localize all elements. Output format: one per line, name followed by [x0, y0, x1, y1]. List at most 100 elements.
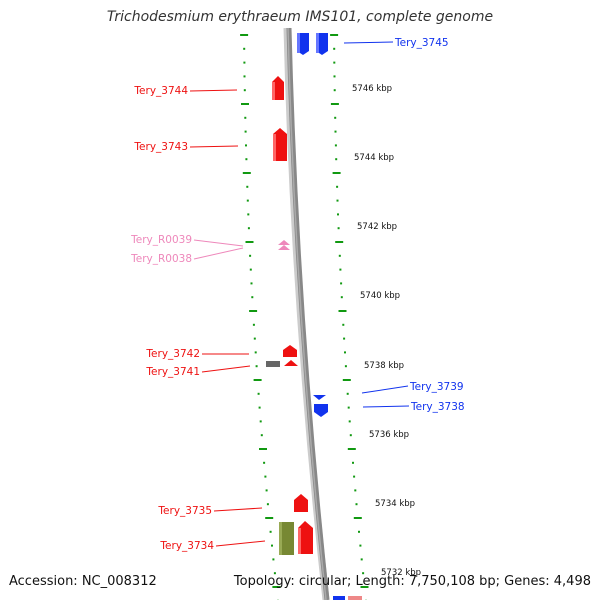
minor-tick — [333, 89, 336, 92]
minor-tick — [251, 296, 254, 299]
outer-tick-ring — [330, 34, 369, 600]
minor-tick — [253, 337, 256, 340]
minor-tick — [249, 254, 252, 257]
minor-tick — [247, 213, 250, 216]
minor-tick — [354, 489, 357, 492]
tick-label-5746: 5746 kbp — [352, 84, 392, 94]
major-tick — [241, 103, 249, 105]
minor-tick — [359, 544, 362, 547]
tick-label-5742: 5742 kbp — [357, 222, 397, 232]
major-tick — [242, 172, 251, 174]
map-title: Trichodesmium erythraeum IMS101, complet… — [106, 9, 494, 25]
tick-label-5732: 5732 kbp — [381, 568, 421, 578]
gene-label-tery-3744[interactable]: Tery_3744 — [133, 85, 188, 97]
minor-tick — [342, 323, 345, 326]
minor-tick — [249, 268, 252, 271]
major-tick — [265, 517, 274, 519]
minor-tick — [260, 434, 263, 437]
gene-feature-tery-3744[interactable] — [272, 76, 284, 100]
gene-label-tery-3734[interactable]: Tery_3734 — [159, 540, 214, 552]
minor-tick — [252, 323, 255, 326]
major-tick — [249, 310, 258, 312]
major-tick — [259, 448, 267, 450]
minor-tick — [347, 406, 350, 409]
minor-tick — [344, 351, 346, 354]
gene-label-tery-3741[interactable]: Tery_3741 — [145, 366, 200, 378]
major-tick — [360, 586, 369, 588]
minor-tick — [338, 254, 341, 257]
minor-tick — [337, 213, 339, 216]
gene-feature-tery-r0039[interactable] — [278, 240, 290, 245]
minor-tick — [243, 61, 246, 64]
gene-label-tery-3745[interactable]: Tery_3745 — [394, 37, 449, 49]
minor-tick — [355, 503, 358, 506]
minor-tick — [243, 47, 246, 50]
minor-tick — [352, 461, 354, 464]
minor-tick — [340, 296, 343, 299]
minor-tick — [247, 227, 250, 230]
major-tick — [240, 34, 249, 36]
backbone-highlight — [287, 27, 327, 600]
minor-tick — [333, 47, 336, 50]
minor-tick — [244, 116, 247, 119]
gene-label-tery-3742[interactable]: Tery_3742 — [145, 348, 200, 360]
minor-tick — [334, 130, 337, 133]
major-tick — [253, 379, 262, 381]
gene-feature-tery-3743[interactable] — [273, 128, 287, 161]
gene-label-tery-3735[interactable]: Tery_3735 — [157, 505, 212, 517]
minor-tick — [243, 75, 246, 78]
tick-label-5740: 5740 kbp — [360, 291, 400, 301]
minor-tick — [353, 475, 356, 478]
minor-tick — [245, 158, 248, 161]
minor-tick — [358, 530, 360, 533]
minor-tick — [335, 158, 338, 161]
minor-tick — [263, 461, 266, 464]
minor-tick — [344, 365, 347, 368]
major-tick — [353, 517, 362, 519]
minor-tick — [336, 199, 339, 202]
minor-tick — [337, 227, 340, 230]
minor-tick — [255, 365, 258, 368]
minor-tick — [243, 89, 246, 92]
minor-tick — [360, 558, 363, 561]
tick-label-5736: 5736 kbp — [369, 430, 409, 440]
major-tick — [335, 241, 344, 243]
minor-tick — [258, 406, 261, 409]
tick-label-5738: 5738 kbp — [364, 361, 404, 371]
minor-tick — [250, 282, 253, 285]
genome-summary-text: Topology: circular; Length: 7,750,108 bp… — [233, 574, 591, 589]
gene-feature-tery-3738[interactable] — [314, 404, 328, 417]
gene-label-tery-r0038[interactable]: Tery_R0038 — [130, 253, 192, 265]
gene-label-tery-3738[interactable]: Tery_3738 — [410, 401, 465, 413]
gene-feature-tery-3742[interactable] — [283, 345, 297, 357]
label-leaders — [189, 41, 410, 547]
inner-tick-ring — [240, 34, 281, 600]
minor-tick — [245, 144, 247, 147]
gene-label-tery-r0039[interactable]: Tery_R0039 — [130, 234, 192, 246]
gene-label-tery-3739[interactable]: Tery_3739 — [409, 381, 464, 393]
gene-feature-tery-3741[interactable] — [266, 360, 298, 367]
gene-feature-tery-r0038[interactable] — [278, 245, 290, 250]
major-tick — [330, 103, 339, 105]
major-tick — [347, 448, 356, 450]
tick-label-5734: 5734 kbp — [375, 499, 415, 509]
gene-feature-tery-3735[interactable] — [294, 494, 308, 512]
minor-tick — [266, 503, 269, 506]
gene-feature-tery-3734[interactable] — [279, 521, 313, 555]
minor-tick — [259, 420, 262, 423]
minor-tick — [333, 75, 336, 78]
minor-tick — [246, 199, 249, 202]
gene-label-tery-3743[interactable]: Tery_3743 — [133, 141, 188, 153]
gene-feature-tery-3739[interactable] — [313, 395, 326, 400]
major-tick — [272, 586, 281, 588]
major-tick — [330, 34, 339, 36]
minor-tick — [254, 351, 257, 354]
minor-tick — [265, 489, 268, 492]
tick-label-5744: 5744 kbp — [354, 153, 394, 163]
minor-tick — [343, 337, 346, 340]
gene-feature-tery-3745[interactable] — [297, 33, 328, 55]
minor-tick — [264, 475, 267, 478]
minor-tick — [272, 558, 275, 561]
minor-tick — [340, 282, 343, 285]
